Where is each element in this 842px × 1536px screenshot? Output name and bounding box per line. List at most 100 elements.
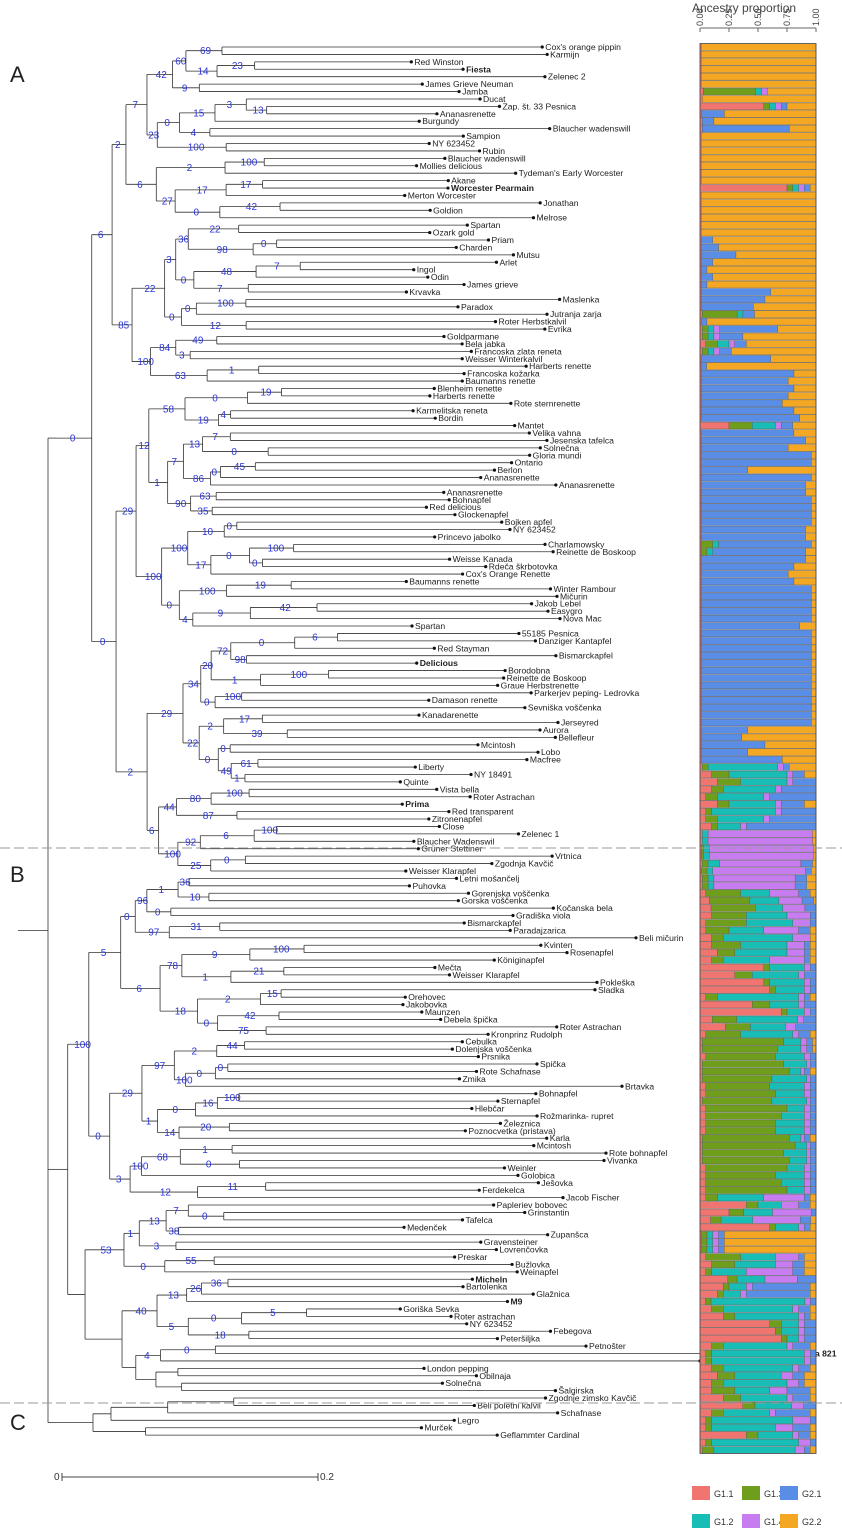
bootstrap-value: 20 <box>202 661 214 672</box>
ancestry-segment-g2-2 <box>700 177 817 185</box>
ancestry-segment-g2-2 <box>810 934 817 942</box>
legend-label: G1.1 <box>714 1489 734 1499</box>
ancestry-segment-g1-2 <box>740 1253 776 1261</box>
ancestry-segment-g1-3 <box>781 1335 788 1343</box>
tree-tip <box>412 839 416 843</box>
tree-tip <box>495 1337 500 1341</box>
ancestry-segment-g2-1 <box>700 258 713 266</box>
ancestry-segment-g1-3 <box>705 1357 712 1365</box>
ancestry-segment-g2-1 <box>769 793 817 801</box>
tree-tip <box>432 646 436 650</box>
ancestry-segment-g2-2 <box>805 525 817 534</box>
bootstrap-value: 11 <box>228 1182 239 1193</box>
tree-tip <box>403 193 407 198</box>
bootstrap-value: 0 <box>173 1105 179 1116</box>
ancestry-segment-g1-4 <box>712 1238 719 1246</box>
leaf-label: Weisse Kanada <box>453 554 513 564</box>
bootstrap-value: 18 <box>175 1007 187 1018</box>
ancestry-segment-g1-3 <box>728 1208 744 1217</box>
ancestry-segment-g2-1 <box>700 429 795 437</box>
ancestry-segment-g1-4 <box>804 1349 811 1358</box>
ancestry-segment-g2-2 <box>804 1268 817 1276</box>
ancestry-segment-g2-2 <box>700 58 817 66</box>
ancestry-segment-g2-1 <box>804 1446 811 1454</box>
ancestry-segment-g1-2 <box>755 904 784 912</box>
bootstrap-value: 6 <box>312 633 318 644</box>
ancestry-segment-g1-4 <box>775 1424 793 1432</box>
ancestry-segment-g2-2 <box>811 674 817 682</box>
ancestry-segment-g2-2 <box>811 451 817 459</box>
tree-tip <box>497 104 502 108</box>
bootstrap-value: 0 <box>70 434 76 445</box>
bootstrap-value: 0 <box>155 907 161 918</box>
leaf-label: Zitronenapfel <box>432 814 482 824</box>
leaf-label: Bužlovka <box>515 1259 550 1269</box>
ancestry-segment-g2-1 <box>700 585 812 593</box>
ancestry-segment-g1-2 <box>775 1223 799 1231</box>
bootstrap-value: 2 <box>115 140 121 151</box>
ancestry-segment-g1-3 <box>781 1008 788 1016</box>
leaf-label: James grieve <box>467 280 518 290</box>
ancestry-segment-g2-1 <box>718 540 812 548</box>
ancestry-segment-g1-4 <box>798 1320 805 1328</box>
ancestry-segment-g1-3 <box>711 934 724 942</box>
tree-tip <box>546 1233 550 1237</box>
ancestry-segment-g1-3 <box>711 1409 724 1417</box>
ancestry-segment-g1-3 <box>727 1275 738 1283</box>
ancestry-segment-g2-1 <box>810 1008 817 1016</box>
ancestry-segment-g1-1 <box>699 87 704 96</box>
ancestry-segment-g1-2 <box>723 1409 770 1417</box>
ancestry-segment-g2-1 <box>792 1342 811 1350</box>
tree-tip <box>460 1218 465 1222</box>
ancestry-segment-g2-1 <box>700 295 766 303</box>
ancestry-segment-g1-4 <box>804 1090 811 1098</box>
ancestry-segment-g1-4 <box>804 1186 811 1194</box>
ancestry-segment-g1-1 <box>699 808 706 816</box>
ancestry-segment-g2-1 <box>718 1245 725 1254</box>
tree-tip <box>461 134 465 138</box>
bootstrap-value: 14 <box>197 67 209 78</box>
ancestry-segment-g2-2 <box>747 466 817 474</box>
tree-tip <box>545 52 549 57</box>
ancestry-segment-g1-2 <box>717 793 764 801</box>
ancestry-segment-g1-2 <box>740 1030 793 1038</box>
ancestry-segment-g2-2 <box>724 1231 817 1239</box>
tree-tip <box>433 965 437 970</box>
ancestry-segment-g1-2 <box>736 1275 766 1283</box>
ancestry-segment-g1-2 <box>740 941 788 949</box>
tree-tip <box>477 1188 481 1192</box>
ancestry-segment-g2-1 <box>804 1320 817 1328</box>
leaf-label: Sampion <box>466 131 500 141</box>
leaf-label: Danziger Kantapfel <box>538 636 611 646</box>
ancestry-segment-g2-1 <box>700 563 795 571</box>
leaf-label: Železnica <box>503 1118 540 1128</box>
ancestry-segment-g1-2 <box>711 1438 799 1447</box>
ancestry-segment-g1-1 <box>699 1283 724 1291</box>
ancestry-segment-g1-3 <box>702 1134 790 1142</box>
leaf-label: Königinapfel <box>497 955 544 965</box>
leaf-label: Ananasrenette <box>440 109 496 119</box>
ancestry-segment-g1-4 <box>804 1164 811 1172</box>
ancestry-segment-g2-1 <box>801 897 814 905</box>
ancestry-segment-g2-1 <box>700 525 806 534</box>
bootstrap-value: 14 <box>164 1128 176 1139</box>
leaf-label: Roter astrachan <box>454 1311 515 1321</box>
ancestry-segment-g1-2 <box>781 1327 799 1335</box>
tree-tip <box>511 913 515 918</box>
ancestry-segment-g2-2 <box>700 154 817 162</box>
ancestry-segment-g2-1 <box>700 629 812 638</box>
ancestry-segment-g1-3 <box>705 919 747 927</box>
ancestry-segment-g2-2 <box>764 295 817 303</box>
ancestry-segment-g2-1 <box>806 1045 813 1053</box>
tree-tip <box>414 164 419 168</box>
tree-tip <box>492 468 497 472</box>
leaf-label: Sevniška voščenka <box>528 703 602 713</box>
ancestry-segment-g2-1 <box>810 1164 817 1172</box>
tree-tip <box>508 527 512 532</box>
tree-tip <box>427 698 431 702</box>
tree-tip <box>419 1426 424 1430</box>
ancestry-segment-g1-3 <box>705 1194 718 1202</box>
ancestry-segment-g1-3 <box>717 800 730 808</box>
tree-tip <box>558 297 562 301</box>
ancestry-segment-g1-4 <box>713 332 720 341</box>
